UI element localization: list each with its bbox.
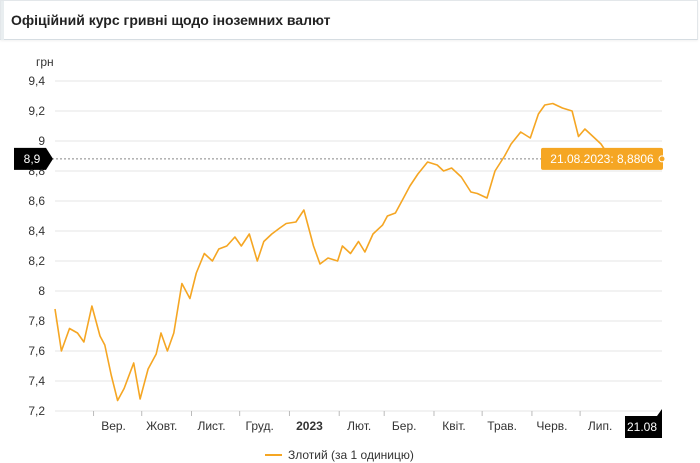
y-cursor-badge (14, 147, 53, 170)
series-lines (54, 102, 663, 402)
x-axis-ticks: Вер. Жовт. Лист. Груд. 2023 Лют. Бер. Квіт. Трав… (93, 411, 612, 433)
chart-header: Офіційний курс гривні щодо іноземних вал… (0, 0, 698, 40)
y-tick-label: 8 (38, 284, 45, 298)
y-tick-label: 7,4 (28, 374, 45, 388)
x-tick-label: Груд. (246, 419, 274, 433)
tooltip-text: 21.08.2023: 8,8806 (550, 152, 654, 166)
grid (55, 80, 662, 412)
x-tick-label: Лют. (347, 419, 371, 433)
y-tick-label: 9,2 (28, 104, 45, 118)
y-tick-label: 8,4 (28, 224, 45, 238)
x-cursor-label: 21.08 (627, 420, 657, 434)
x-tick-label: Квіт. (442, 419, 466, 433)
x-tick-label: Бер. (392, 419, 417, 433)
x-tick-label: Черв. (536, 419, 567, 433)
legend[interactable]: Злотий (за 1 одиницю) (265, 448, 414, 462)
y-tick-label: 7,8 (28, 314, 45, 328)
cursor-point (658, 155, 666, 163)
x-tick-label: 2023 (296, 419, 323, 433)
y-tick-label: 7,2 (28, 404, 45, 418)
crosshair-cursor: 8,9 21.08.2023: 8,8806 21.08 (14, 147, 666, 438)
x-tick-label: Лип. (588, 419, 612, 433)
y-axis-ticks: 7,27,47,67,888,28,48,68,899,29,4 (28, 74, 45, 418)
exchange-rate-chart[interactable]: грн 7,27,47,67,888,28,48,68,899,29,4 Вер… (0, 44, 700, 463)
header-accent (1, 1, 4, 40)
x-cursor-badge (625, 409, 662, 438)
x-tick-label: Жовт. (146, 419, 177, 433)
y-axis-unit: грн (36, 55, 54, 69)
x-tick-label: Вер. (101, 419, 126, 433)
y-tick-label: 7,6 (28, 344, 45, 358)
y-tick-label: 9,4 (28, 74, 45, 88)
legend-item-label[interactable]: Злотий (за 1 одиницю) (288, 448, 414, 462)
x-tick-label: Лист. (197, 419, 225, 433)
y-tick-label: 8,2 (28, 254, 45, 268)
tooltip-box (541, 147, 663, 170)
x-tick-label: Трав. (487, 419, 517, 433)
y-tick-label: 8,6 (28, 194, 45, 208)
page-title: Офіційний курс гривні щодо іноземних вал… (11, 12, 331, 28)
y-tick-label: 9 (38, 134, 45, 148)
y-cursor-label: 8,9 (24, 152, 41, 166)
series-line (54, 102, 663, 402)
